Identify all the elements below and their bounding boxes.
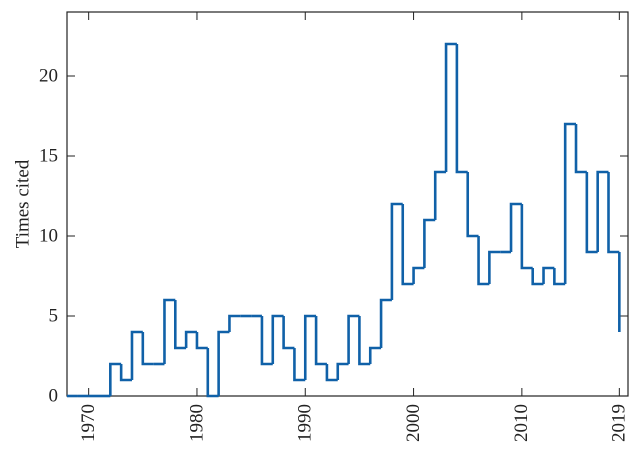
step-segment xyxy=(119,364,132,382)
step-segment xyxy=(423,218,436,268)
step-segment xyxy=(477,236,490,286)
step-segment xyxy=(401,204,414,286)
y-tick-label: 15 xyxy=(39,145,58,166)
step-segment xyxy=(163,298,176,364)
step-segment xyxy=(336,362,349,380)
x-tick-label: 2019 xyxy=(609,404,630,442)
step-segment xyxy=(607,172,620,254)
step-segment xyxy=(325,364,338,382)
step-segment xyxy=(368,346,382,364)
step-segment xyxy=(596,170,609,252)
step-segment xyxy=(260,316,273,366)
step-segment xyxy=(444,42,457,172)
step-segment xyxy=(390,202,403,300)
step-segment xyxy=(553,268,566,286)
step-segment xyxy=(542,266,555,284)
step-segment xyxy=(379,298,392,348)
step-segment xyxy=(455,44,468,174)
step-segment xyxy=(174,300,187,350)
y-tick-label: 0 xyxy=(49,385,59,406)
step-segment xyxy=(347,314,360,364)
y-axis-label: Times cited xyxy=(12,159,33,248)
x-tick-label: 2010 xyxy=(511,404,532,442)
step-segment xyxy=(271,314,284,364)
step-segment xyxy=(141,332,154,366)
y-tick-label: 5 xyxy=(49,305,59,326)
x-tick-label: 1980 xyxy=(186,404,207,442)
x-tick-label: 2000 xyxy=(403,404,424,442)
step-segment xyxy=(574,124,587,174)
step-segment xyxy=(282,316,295,350)
step-segment xyxy=(563,122,577,284)
y-tick-label: 10 xyxy=(39,225,58,246)
step-segment xyxy=(433,170,447,220)
step-segment xyxy=(488,250,501,284)
step-segment xyxy=(109,362,122,396)
step-segment xyxy=(358,316,371,366)
step-segment xyxy=(585,172,598,254)
step-segment xyxy=(228,314,241,332)
step-segment xyxy=(293,348,306,382)
step-segment xyxy=(466,172,479,238)
step-segment xyxy=(520,204,533,270)
step-segment xyxy=(314,316,327,366)
x-tick-label: 1990 xyxy=(295,404,316,442)
step-segment xyxy=(217,330,230,396)
step-segment xyxy=(412,266,425,284)
step-segment xyxy=(195,332,208,350)
step-segment xyxy=(206,348,219,398)
x-tick-label: 1970 xyxy=(78,404,99,442)
step-segment xyxy=(303,314,317,380)
step-segment xyxy=(509,202,522,252)
step-segment xyxy=(184,330,197,348)
plot-frame xyxy=(66,11,629,397)
step-segment xyxy=(531,268,544,286)
step-segment xyxy=(130,330,143,380)
y-tick-label: 20 xyxy=(39,65,58,86)
